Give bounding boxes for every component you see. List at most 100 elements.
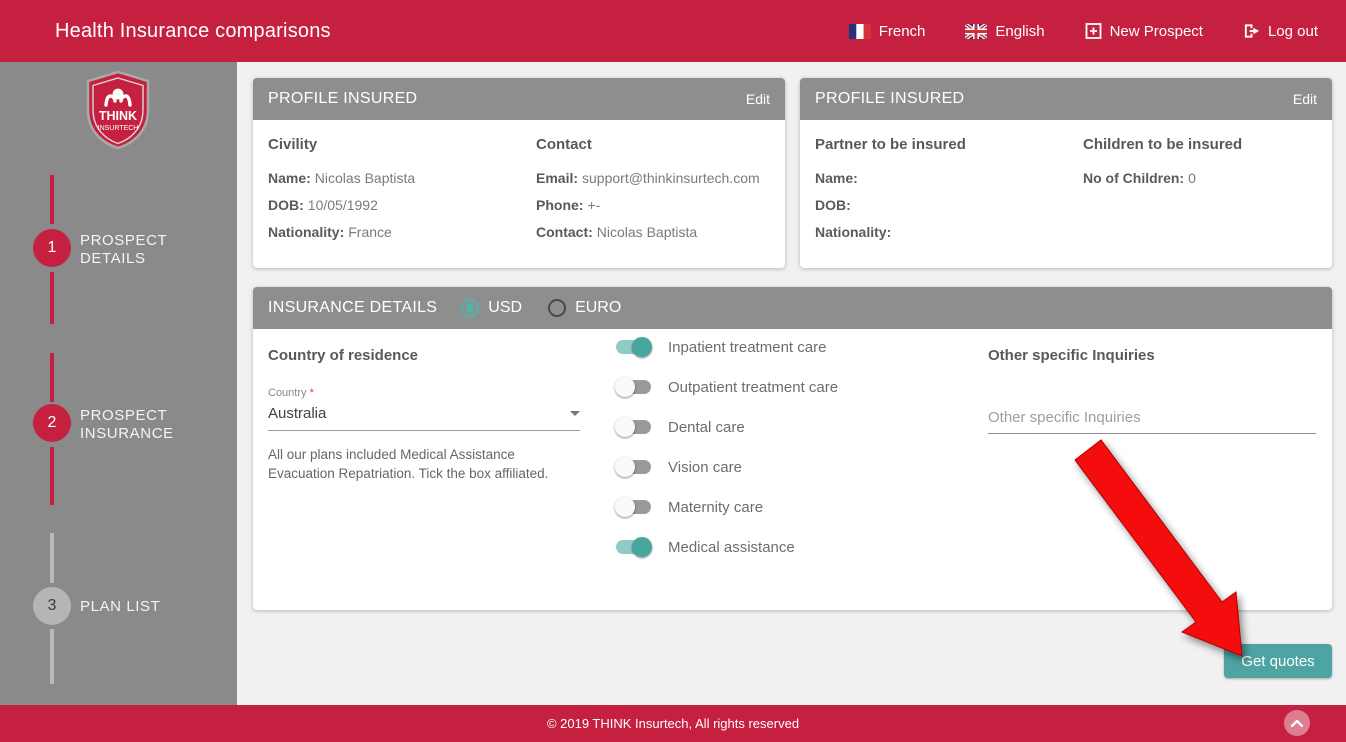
profile-card-header: PROFILE INSURED Edit [253,78,785,120]
toggle-row-outpatient: Outpatient treatment care [615,377,838,397]
uk-flag-icon [965,23,988,39]
step-3-circle[interactable]: 3 [33,587,71,625]
new-prospect-label: New Prospect [1109,22,1203,40]
step-1-number: 1 [47,239,57,256]
step-connector [50,353,54,402]
header-nav: French English New Prospect [848,22,1318,40]
step-1-circle[interactable]: 1 [33,229,71,267]
toggle-row-inpatient: Inpatient treatment care [615,337,838,357]
dental-label: Dental care [668,418,745,436]
partner-card-title: PROFILE INSURED [815,90,965,107]
country-select-value: Australia [268,405,327,422]
currency-usd-option[interactable]: USD [461,299,522,317]
name-row: Name: Nicolas Baptista [268,170,416,186]
vision-label: Vision care [668,458,742,476]
chevron-down-icon [570,411,580,416]
svg-text:INSURTECH: INSURTECH [98,125,139,132]
step-3-number: 3 [47,597,57,614]
step-2-label[interactable]: PROSPECT INSURANCE [80,407,174,442]
step-1-label[interactable]: PROSPECT DETAILS [80,232,168,267]
insurance-card-header: INSURANCE DETAILS USD EURO [253,287,1332,329]
contact-rows: Email: support@thinkinsurtech.com Phone: +… [536,170,760,251]
maternity-label: Maternity care [668,498,764,516]
toggle-row-vision: Vision care [615,457,838,477]
toggle-row-medical-assistance: Medical assistance [615,537,838,557]
euro-label: EURO [575,299,622,316]
main-content: PROFILE INSURED Edit Civility Name: Nicol… [237,62,1346,705]
edit-profile-button[interactable]: Edit [745,91,770,107]
scroll-to-top-button[interactable] [1284,710,1310,736]
currency-radio-group: USD EURO [461,299,621,317]
step-2-circle[interactable]: 2 [33,404,71,442]
other-inquiries-input[interactable] [988,405,1316,434]
maternity-toggle[interactable] [615,497,652,517]
profile-card-title: PROFILE INSURED [268,90,418,107]
step-3-label[interactable]: PLAN LIST [80,598,161,615]
country-field-label: Country * [268,387,314,399]
france-flag-icon [848,23,871,39]
civility-heading: Civility [268,136,318,153]
partner-children-card: PROFILE INSURED Edit Partner to be insur… [800,78,1332,268]
civility-rows: Name: Nicolas Baptista DOB: 10/05/1992 Nat… [268,170,415,251]
step-connector [50,272,54,324]
top-navbar: Health Insurance comparisons French [0,0,1346,62]
language-english-button[interactable]: English [965,22,1045,40]
insurance-details-card: INSURANCE DETAILS USD EURO Country of re… [253,287,1332,610]
partner-card-header: PROFILE INSURED Edit [800,78,1332,120]
medical-assistance-label: Medical assistance [668,538,795,556]
dental-toggle[interactable] [615,417,652,437]
country-select[interactable]: Australia [268,401,580,431]
footer: © 2019 THINK Insurtech, All rights reser… [0,705,1346,742]
profile-insured-card: PROFILE INSURED Edit Civility Name: Nicol… [253,78,785,268]
usd-radio[interactable] [461,299,480,317]
get-quotes-button[interactable]: Get quotes [1224,644,1332,678]
coverage-toggles: Inpatient treatment care Outpatient trea… [615,337,838,577]
step-connector [50,447,54,505]
step-connector [50,629,54,684]
insurance-card-title: INSURANCE DETAILS [268,299,438,316]
children-count-row: No of Children: 0 [1083,170,1196,186]
inpatient-label: Inpatient treatment care [668,338,827,356]
language-english-label: English [995,22,1045,40]
step-2-number: 2 [47,414,57,431]
new-prospect-button[interactable]: New Prospect [1085,23,1203,40]
svg-text:THINK: THINK [99,109,137,123]
required-asterisk: * [309,387,314,399]
partner-nationality-row: Nationality: [815,224,892,240]
chevron-up-icon [1291,719,1303,727]
contact-row: Contact: Nicolas Baptista [536,224,698,240]
currency-euro-option[interactable]: EURO [548,299,621,317]
outpatient-label: Outpatient treatment care [668,378,839,396]
think-insurtech-logo: THINK INSURTECH [86,70,150,150]
euro-radio[interactable] [548,299,567,317]
medical-assistance-toggle[interactable] [615,537,652,557]
logout-button[interactable]: Log out [1243,23,1318,40]
inpatient-toggle[interactable] [615,337,652,357]
app-title: Health Insurance comparisons [55,19,331,42]
outpatient-toggle[interactable] [615,377,652,397]
dob-row: DOB: 10/05/1992 [268,197,378,213]
logout-label: Log out [1267,22,1318,40]
toggle-row-dental: Dental care [615,417,838,437]
logout-icon [1244,24,1260,38]
step-connector [50,533,54,583]
partner-heading: Partner to be insured [815,136,966,153]
toggle-row-maternity: Maternity care [615,497,838,517]
nationality-row: Nationality: France [268,224,392,240]
language-french-label: French [878,22,926,40]
phone-row: Phone: +- [536,197,601,213]
steps-sidebar: THINK INSURTECH 1 PROSPECT DETAILS 2 PRO… [0,62,237,705]
children-heading: Children to be insured [1083,136,1243,153]
step-connector [50,175,54,224]
other-inquiries-heading: Other specific Inquiries [988,347,1155,364]
copyright-text: © 2019 THINK Insurtech, All rights reser… [546,716,800,731]
partner-name-row: Name: [815,170,858,186]
edit-partner-button[interactable]: Edit [1292,91,1317,107]
contact-heading: Contact [536,136,592,153]
plus-square-icon [1085,23,1101,39]
country-of-residence-heading: Country of residence [268,347,419,364]
language-french-button[interactable]: French [848,22,926,40]
vision-toggle[interactable] [615,457,652,477]
children-rows: No of Children: 0 [1083,170,1196,197]
